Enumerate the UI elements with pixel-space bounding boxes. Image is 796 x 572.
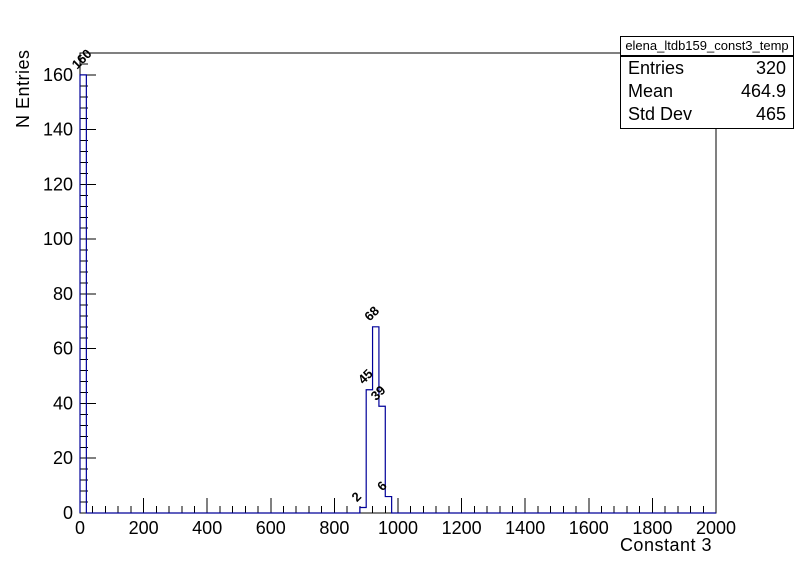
y-tick-label: 100 — [43, 229, 73, 249]
stats-value-mean: 464.9 — [740, 81, 786, 101]
y-tick-label: 80 — [53, 284, 73, 304]
x-tick-label: 400 — [192, 518, 222, 538]
bin-count-label: 39 — [368, 382, 389, 403]
x-tick-label: 1600 — [569, 518, 609, 538]
stats-box: Entries 320 Mean 464.9 Std Dev 465 — [620, 56, 794, 129]
y-tick-label: 140 — [43, 120, 73, 140]
stats-row-stddev: Std Dev 465 — [621, 103, 793, 126]
bin-count-label: 2 — [349, 489, 365, 505]
bin-count-label: 68 — [361, 303, 382, 324]
x-axis-title: Constant 3 — [619, 535, 712, 555]
stats-value-entries: 320 — [755, 58, 786, 78]
bin-count-label: 6 — [374, 478, 390, 494]
y-tick-label: 120 — [43, 174, 73, 194]
histogram-title-box: elena_ltdb159_const3_temp — [620, 36, 794, 56]
x-tick-label: 800 — [319, 518, 349, 538]
stats-row-entries: Entries 320 — [621, 57, 793, 80]
y-tick-label: 160 — [43, 65, 73, 85]
y-tick-label: 0 — [63, 503, 73, 523]
x-tick-label: 1800 — [632, 518, 672, 538]
stats-label-entries: Entries — [628, 58, 685, 78]
x-tick-label: 1400 — [505, 518, 545, 538]
y-tick-label: 40 — [53, 393, 73, 413]
x-tick-label: 1000 — [378, 518, 418, 538]
stats-value-stddev: 465 — [755, 104, 786, 124]
x-tick-label: 2000 — [696, 518, 736, 538]
y-tick-label: 20 — [53, 448, 73, 468]
x-tick-label: 600 — [256, 518, 286, 538]
x-tick-label: 200 — [129, 518, 159, 538]
histogram-line — [79, 74, 716, 514]
y-tick-label: 60 — [53, 339, 73, 359]
x-tick-label: 1200 — [442, 518, 482, 538]
stats-label-mean: Mean — [628, 81, 674, 101]
stats-label-stddev: Std Dev — [628, 104, 693, 124]
y-axis-title: N Entries — [13, 49, 33, 128]
stats-row-mean: Mean 464.9 — [621, 80, 793, 103]
x-tick-label: 0 — [75, 518, 85, 538]
